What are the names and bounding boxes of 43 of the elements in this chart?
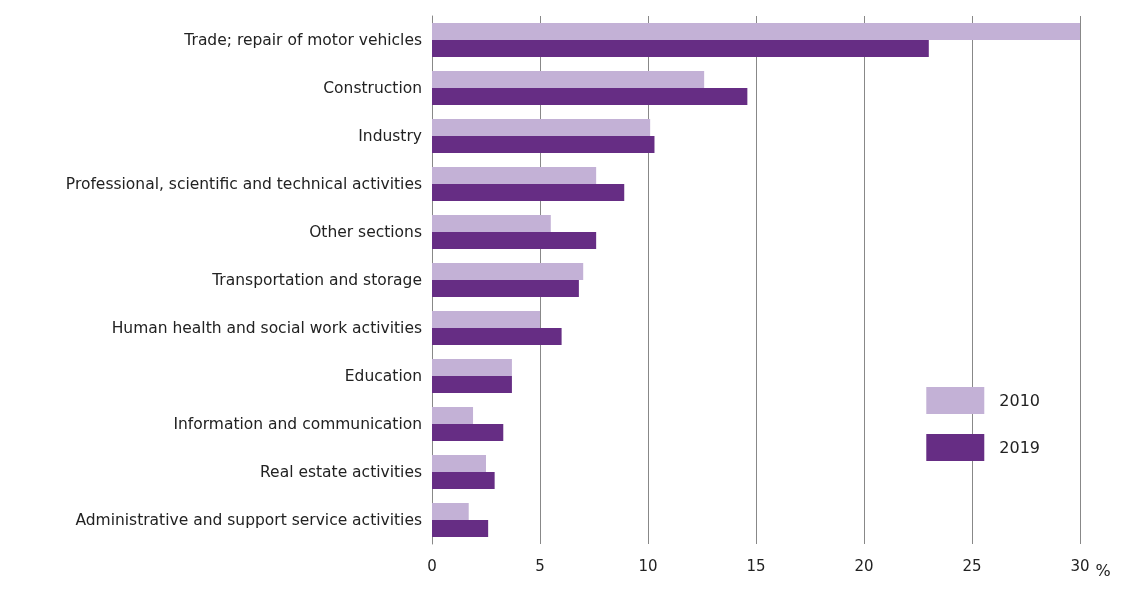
bar xyxy=(432,280,579,297)
x-axis-title: % xyxy=(1095,560,1111,580)
y-tick-label: Trade; repair of motor vehicles xyxy=(183,31,422,49)
bar xyxy=(432,167,597,184)
x-tick-label: 25 xyxy=(962,556,982,575)
bar xyxy=(432,503,469,520)
y-tick-label: Administrative and support service activities xyxy=(75,511,422,529)
bar xyxy=(432,376,512,393)
bar xyxy=(432,472,495,489)
x-tick-label: 10 xyxy=(638,556,658,575)
x-tick-label: 5 xyxy=(535,556,545,575)
bar xyxy=(432,23,1080,40)
bar xyxy=(432,184,625,201)
y-tick-label: Industry xyxy=(358,127,422,145)
bar xyxy=(432,263,584,280)
bar xyxy=(432,40,929,57)
y-tick-label: Transportation and storage xyxy=(211,271,422,289)
x-tick-label: 0 xyxy=(427,556,437,575)
bar xyxy=(432,359,512,376)
y-tick-label: Education xyxy=(344,367,422,385)
bar xyxy=(432,328,562,345)
y-tick-label: Construction xyxy=(323,79,422,97)
x-tick-label: 30 xyxy=(1070,556,1090,575)
legend-label: 2010 xyxy=(999,391,1040,410)
bar xyxy=(432,215,551,232)
y-tick-label: Real estate activities xyxy=(260,463,422,481)
bar xyxy=(432,88,748,105)
y-tick-label: Human health and social work activities xyxy=(111,319,422,337)
bar xyxy=(432,424,504,441)
bar xyxy=(432,407,474,424)
y-tick-label: Information and communication xyxy=(173,415,422,433)
bar xyxy=(432,455,486,472)
bar xyxy=(432,119,651,136)
bar xyxy=(432,136,655,153)
y-tick-label: Other sections xyxy=(309,223,422,241)
bar xyxy=(432,311,540,328)
bar xyxy=(432,520,489,537)
bar xyxy=(432,71,705,88)
legend-label: 2019 xyxy=(999,438,1040,457)
y-tick-label: Professional, scientific and technical activities xyxy=(65,175,422,193)
x-tick-label: 20 xyxy=(854,556,874,575)
x-tick-label: 15 xyxy=(746,556,766,575)
bar xyxy=(432,232,597,249)
